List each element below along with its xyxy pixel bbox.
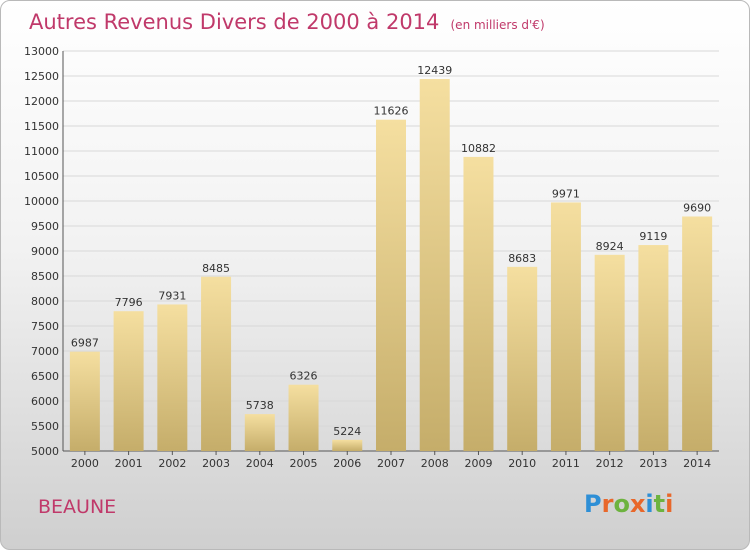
y-tick-label: 8000	[31, 295, 59, 308]
bar-value-label: 6326	[290, 370, 318, 383]
bar	[507, 266, 538, 451]
bar	[682, 216, 713, 451]
bar-value-label: 8485	[202, 262, 230, 275]
bar	[550, 202, 581, 451]
y-tick-label: 5000	[31, 445, 59, 458]
y-tick-label: 12500	[24, 70, 59, 83]
logo-letter: x	[629, 490, 646, 518]
x-tick-label: 2006	[333, 457, 361, 470]
chart-title: Autres Revenus Divers de 2000 à 2014	[29, 10, 440, 34]
y-tick-label: 13000	[24, 45, 59, 58]
bar-value-label: 10882	[461, 142, 496, 155]
chart-subtitle: (en milliers d'€)	[450, 18, 545, 32]
y-tick-label: 8500	[31, 270, 59, 283]
place-name: BEAUNE	[38, 496, 117, 518]
y-tick-label: 10000	[24, 195, 59, 208]
y-tick-label: 10500	[24, 170, 59, 183]
x-tick-label: 2014	[683, 457, 711, 470]
bar-value-label: 12439	[417, 64, 452, 77]
bar-value-label: 9119	[639, 230, 667, 243]
y-tick-label: 7000	[31, 345, 59, 358]
proxiti-logo: Proxiti	[584, 490, 673, 518]
x-tick-label: 2001	[115, 457, 143, 470]
bar-value-label: 7796	[115, 296, 143, 309]
bar-value-label: 9971	[552, 187, 580, 200]
chart-title-block: Autres Revenus Divers de 2000 à 2014 (en…	[29, 10, 545, 34]
bar	[288, 384, 319, 451]
x-tick-label: 2007	[377, 457, 405, 470]
bar	[69, 351, 100, 451]
x-tick-label: 2012	[596, 457, 624, 470]
bar-value-label: 11626	[374, 105, 409, 118]
y-tick-label: 9500	[31, 220, 59, 233]
logo-letter: i	[645, 490, 654, 518]
bar	[157, 304, 188, 451]
bar	[419, 79, 450, 452]
bar	[376, 119, 406, 451]
x-tick-label: 2003	[202, 457, 230, 470]
x-tick-label: 2009	[464, 457, 492, 470]
bar-value-label: 8683	[508, 252, 536, 265]
bar-value-label: 5224	[333, 425, 361, 438]
bar	[113, 311, 144, 451]
bar	[594, 254, 625, 451]
y-tick-label: 12000	[24, 95, 59, 108]
bar-value-label: 8924	[596, 240, 624, 253]
logo-letter: t	[653, 490, 666, 518]
logo-letter: i	[665, 490, 674, 518]
y-tick-label: 9000	[31, 245, 59, 258]
y-tick-label: 6000	[31, 395, 59, 408]
y-tick-label: 6500	[31, 370, 59, 383]
bar-value-label: 9690	[683, 202, 711, 215]
x-tick-label: 2011	[552, 457, 580, 470]
y-tick-label: 7500	[31, 320, 59, 333]
y-tick-label: 11500	[24, 120, 59, 133]
x-tick-label: 2010	[508, 457, 536, 470]
bar	[244, 414, 275, 451]
x-tick-label: 2008	[421, 457, 449, 470]
logo-letter: o	[613, 490, 630, 518]
x-tick-label: 2000	[71, 457, 99, 470]
bar-value-label: 6987	[71, 337, 99, 350]
y-tick-label: 5500	[31, 420, 59, 433]
logo-letter: P	[584, 490, 602, 518]
x-tick-label: 2004	[246, 457, 274, 470]
bar	[463, 156, 494, 451]
x-tick-label: 2002	[158, 457, 186, 470]
bar	[638, 245, 669, 451]
bar	[201, 276, 232, 451]
logo-letter: r	[601, 490, 614, 518]
bar-value-label: 5738	[246, 399, 274, 412]
bar-value-label: 7931	[158, 289, 186, 302]
y-tick-label: 11000	[24, 145, 59, 158]
x-tick-label: 2005	[290, 457, 318, 470]
x-tick-label: 2013	[639, 457, 667, 470]
bar	[332, 439, 363, 451]
